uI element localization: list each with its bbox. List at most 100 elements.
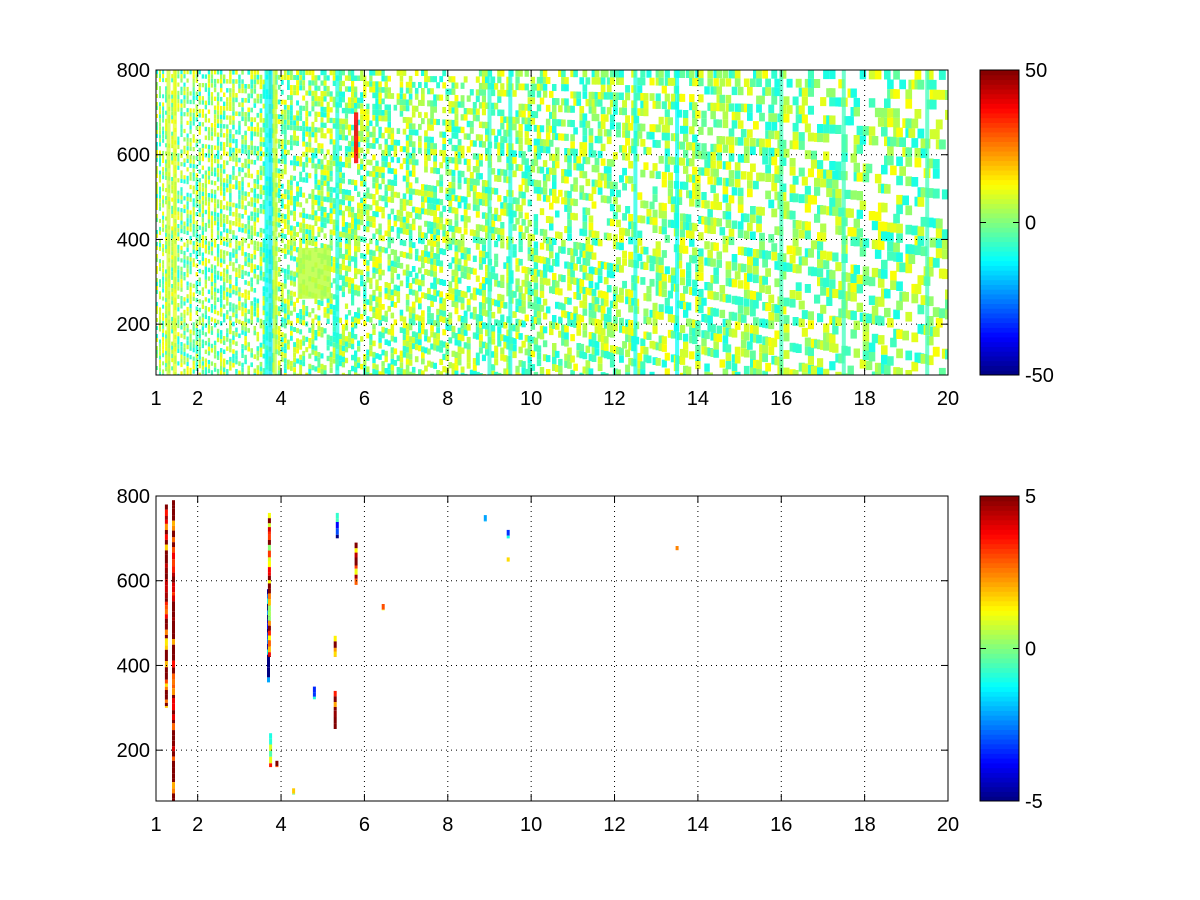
heatmap-cell: [262, 334, 266, 340]
heatmap-cell: [570, 105, 575, 113]
heatmap-cell: [588, 99, 594, 107]
heatmap-cell: [156, 278, 158, 282]
heatmap-cell: [186, 78, 189, 83]
heatmap-cell: [232, 124, 235, 130]
heatmap-cell: [351, 124, 355, 131]
heatmap-cell: [311, 365, 315, 371]
heatmap-cell: [162, 324, 165, 329]
heatmap-cell: [189, 116, 192, 122]
heatmap-cell: [369, 238, 373, 245]
heatmap-cell: [186, 108, 189, 113]
heatmap-cell: [293, 155, 296, 161]
heatmap-cell: [220, 294, 223, 299]
heatmap-cell: [351, 81, 355, 87]
heatmap-cell: [372, 143, 376, 149]
heatmap-cell: [229, 70, 232, 75]
heatmap-cell: [165, 285, 168, 290]
heatmap-cell: [512, 344, 517, 352]
heatmap-cell: [210, 348, 214, 353]
heatmap-cell: [375, 228, 379, 235]
heatmap-cell: [171, 329, 174, 334]
heatmap-cell: [213, 132, 217, 137]
heatmap-cell: [226, 79, 229, 84]
heatmap-cell: [347, 70, 352, 76]
heatmap-cell: [183, 255, 186, 260]
heatmap-cell: [256, 298, 260, 304]
heatmap-cell: [539, 325, 545, 333]
heatmap-cell: [594, 165, 600, 173]
heatmap-cell: [186, 366, 189, 371]
heatmap-cell: [478, 153, 483, 161]
heatmap-cell: [564, 332, 569, 340]
heatmap-cell: [311, 215, 315, 221]
heatmap-cell: [357, 357, 361, 363]
heatmap-cell: [433, 216, 437, 223]
heatmap-cell: [220, 119, 223, 124]
heatmap-cell: [159, 259, 161, 264]
heatmap-cell: [277, 365, 281, 371]
heatmap-cell: [332, 208, 336, 215]
heatmap-cell: [357, 373, 361, 375]
heatmap-cell: [497, 109, 502, 117]
heatmap-cell: [296, 181, 299, 187]
heatmap-cell: [159, 198, 161, 203]
heatmap-cell: [198, 338, 201, 343]
heatmap-cell: [387, 242, 391, 249]
heatmap-cell: [250, 70, 253, 75]
heatmap-cell: [198, 121, 201, 127]
heatmap-cell: [189, 125, 192, 130]
heatmap-cell: [381, 110, 385, 116]
heatmap-cell: [619, 317, 624, 326]
heatmap-cell: [552, 287, 557, 294]
heatmap-cell: [165, 273, 168, 278]
heatmap-cell: [308, 312, 312, 318]
heatmap-cell: [296, 272, 299, 278]
heatmap-cell: [418, 315, 422, 322]
heatmap-cell: [539, 70, 545, 77]
heatmap-cell: [570, 141, 575, 149]
heatmap-cell: [454, 351, 459, 359]
heatmap-cell: [198, 307, 201, 313]
heatmap-cell: [591, 164, 597, 173]
heatmap-cell: [156, 150, 158, 154]
heatmap-cell: [216, 261, 220, 267]
heatmap-cell: [354, 356, 358, 362]
heatmap-cell: [597, 356, 603, 364]
heatmap-cell: [299, 309, 303, 315]
heatmap-cell: [530, 179, 536, 187]
heatmap-cell: [171, 90, 174, 95]
heatmap-cell: [290, 90, 293, 96]
heatmap-cell: [280, 109, 284, 115]
heatmap-cell: [226, 328, 229, 333]
heatmap-cell: [262, 89, 266, 94]
heatmap-cell: [223, 277, 226, 282]
heatmap-cell: [162, 187, 165, 192]
heatmap-cell: [192, 292, 195, 297]
heatmap-cell: [314, 174, 318, 180]
heatmap-cell: [195, 310, 198, 316]
heatmap-cell: [232, 70, 235, 75]
heatmap-cell: [207, 144, 211, 150]
heatmap-cell: [378, 331, 382, 338]
heatmap-cell: [216, 368, 220, 374]
heatmap-cell: [351, 300, 355, 306]
heatmap-cell: [552, 168, 557, 175]
heatmap-cell: [521, 266, 526, 274]
heatmap-cell: [299, 115, 303, 121]
heatmap-cell: [338, 253, 342, 259]
heatmap-cell: [293, 246, 296, 252]
heatmap-cell: [369, 300, 373, 306]
heatmap-cell: [567, 297, 572, 305]
heatmap-cell: [207, 219, 211, 224]
heatmap-cell: [527, 219, 532, 227]
heatmap-cell: [360, 253, 364, 259]
heatmap-cell: [156, 266, 158, 270]
heatmap-cell: [421, 196, 425, 203]
heatmap-cell: [180, 229, 183, 234]
heatmap-cell: [500, 301, 505, 308]
heatmap-cell: [573, 127, 578, 135]
heatmap-cell: [341, 91, 345, 97]
heatmap-cell: [372, 86, 376, 93]
heatmap-cell: [405, 187, 410, 194]
heatmap-cell: [424, 82, 428, 89]
